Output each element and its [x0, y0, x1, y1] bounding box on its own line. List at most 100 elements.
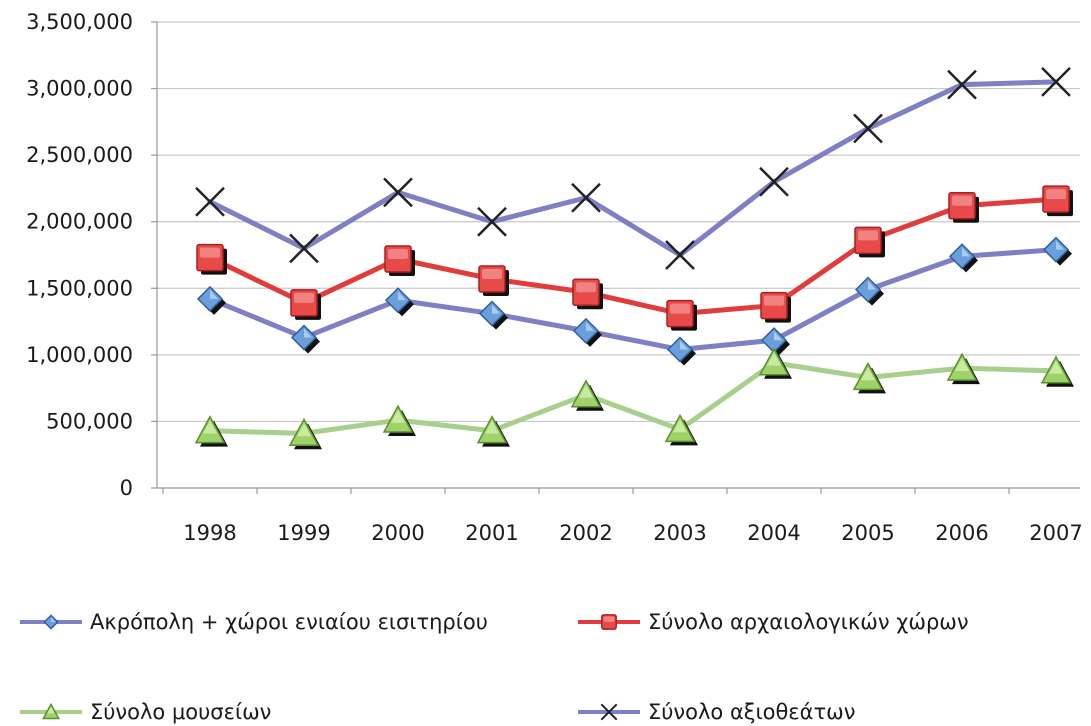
- marker-stroke: [665, 240, 695, 270]
- marker-stroke: [383, 177, 413, 208]
- x-marker: [195, 186, 225, 217]
- marker-stroke: [289, 233, 319, 264]
- marker-stroke: [477, 206, 507, 237]
- x-tick-label: 2006: [935, 521, 988, 545]
- marker-highlight: [861, 367, 875, 381]
- x-marker: [1041, 67, 1071, 97]
- x-tick-label: 2003: [653, 521, 706, 545]
- diamond-marker: [196, 285, 226, 315]
- square-marker: [948, 191, 979, 223]
- marker-highlight: [294, 292, 314, 303]
- x-marker: [665, 240, 695, 270]
- x-marker: [759, 166, 789, 197]
- diamond-marker: [384, 287, 414, 317]
- marker-highlight: [680, 340, 688, 350]
- triangle-marker: [476, 415, 510, 447]
- x-tick-label: 1999: [277, 521, 330, 545]
- legend-item: Σύνολο αξιοθεάτων: [578, 700, 855, 724]
- series-line: [207, 196, 1059, 317]
- x-marker: [600, 703, 618, 721]
- y-tick-label: 3,000,000: [26, 77, 133, 101]
- square-marker: [854, 226, 885, 258]
- x-tick-label: 2000: [371, 521, 424, 545]
- legend-item: Ακρόπολη + χώροι ενιαίου εισιτηρίου: [20, 610, 488, 634]
- diamond-marker: [1042, 236, 1072, 266]
- triangle-marker: [42, 702, 60, 720]
- square-marker: [196, 243, 227, 275]
- legend: Ακρόπολη + χώροι ενιαίου εισιτηρίου Σύνολ…: [20, 610, 969, 724]
- marker-highlight: [603, 616, 615, 622]
- diamond-marker: [854, 276, 884, 306]
- marker-stroke: [947, 69, 977, 100]
- square-marker: [666, 299, 697, 331]
- x-tick-label: 2004: [747, 521, 800, 545]
- triangle-marker: [194, 415, 228, 447]
- square-marker: [760, 291, 791, 323]
- marker-stroke: [571, 182, 601, 213]
- marker-highlight: [492, 304, 500, 314]
- series-line: [207, 247, 1059, 353]
- x-marker: [853, 113, 883, 144]
- axes: 0 500,000 1,000,000 1,500,000 2,000,000 2,500…: [26, 10, 1083, 545]
- triangle-marker: [946, 352, 980, 385]
- marker-highlight: [576, 282, 596, 293]
- diamond-marker: [948, 243, 978, 273]
- marker-highlight: [482, 268, 502, 279]
- marker-highlight: [388, 248, 408, 259]
- marker-highlight: [767, 352, 781, 366]
- triangle-marker: [288, 417, 322, 450]
- marker-highlight: [586, 321, 594, 331]
- marker-stroke: [600, 703, 618, 721]
- marker-stroke: [759, 166, 789, 197]
- triangle-marker: [570, 379, 604, 411]
- triangle-marker: [758, 347, 792, 379]
- marker-highlight: [1056, 240, 1064, 250]
- square-marker: [290, 289, 321, 320]
- marker-highlight: [297, 423, 311, 437]
- diamond-marker: [478, 300, 508, 330]
- legend-label: Σύνολο αρχαιολογικών χώρων: [648, 610, 969, 634]
- y-tick-label: 500,000: [46, 409, 133, 433]
- marker-highlight: [47, 706, 55, 714]
- marker-highlight: [210, 289, 218, 299]
- x-tick-label: 2001: [465, 521, 518, 545]
- legend-item: Σύνολο μουσείων: [20, 700, 271, 724]
- square-marker: [478, 265, 509, 296]
- x-marker: [383, 177, 413, 208]
- marker-highlight: [774, 331, 782, 341]
- y-tick-label: 1,500,000: [26, 276, 133, 300]
- marker-stroke: [853, 113, 883, 144]
- legend-item: Σύνολο αρχαιολογικών χώρων: [578, 610, 969, 634]
- x-tick-label: 2002: [559, 521, 612, 545]
- x-tick-label: 2007: [1029, 521, 1082, 545]
- marker-highlight: [304, 328, 312, 338]
- square-marker: [1042, 185, 1073, 217]
- marker-highlight: [673, 419, 687, 433]
- y-tick-label: 3,500,000: [26, 10, 133, 34]
- triangle-marker: [382, 404, 416, 436]
- marker-stroke: [1041, 67, 1071, 97]
- triangle-marker: [1040, 355, 1074, 387]
- y-tick-label: 2,500,000: [26, 143, 133, 167]
- diamond-marker: [43, 614, 59, 630]
- marker-highlight: [485, 420, 499, 434]
- marker-highlight: [962, 247, 970, 257]
- marker-highlight: [51, 617, 56, 622]
- y-tick-label: 2,000,000: [26, 210, 133, 234]
- data-markers: [194, 67, 1074, 450]
- square-marker: [384, 245, 415, 276]
- x-marker: [477, 206, 507, 237]
- marker-stroke: [195, 186, 225, 217]
- marker-highlight: [764, 295, 784, 306]
- marker-highlight: [398, 291, 406, 301]
- triangle-marker: [852, 361, 886, 394]
- x-tick-label: 1998: [183, 521, 236, 545]
- diamond-marker: [572, 317, 602, 347]
- x-marker: [571, 182, 601, 213]
- marker-highlight: [203, 420, 217, 434]
- x-marker: [947, 69, 977, 100]
- marker-highlight: [391, 410, 405, 423]
- legend-label: Ακρόπολη + χώροι ενιαίου εισιτηρίου: [90, 610, 488, 634]
- marker-highlight: [1046, 189, 1066, 200]
- series-line: [207, 79, 1059, 258]
